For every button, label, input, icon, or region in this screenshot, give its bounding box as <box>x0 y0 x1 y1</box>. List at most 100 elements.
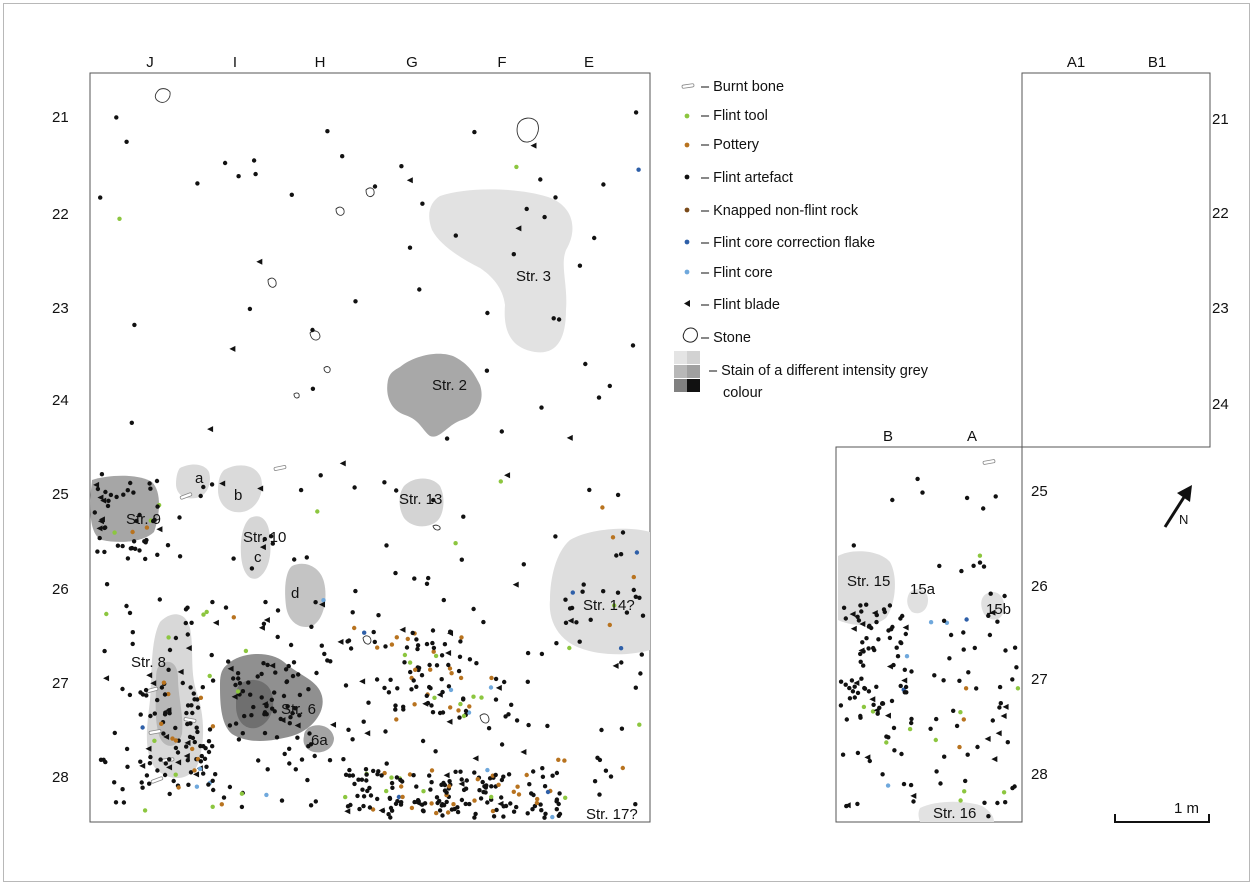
flint-artefact <box>190 735 196 741</box>
flint-artefact <box>866 646 871 651</box>
flint-artefact <box>540 766 545 771</box>
flint-artefact <box>447 779 452 784</box>
flint-artefact <box>261 661 266 666</box>
flint-artefact <box>92 510 98 515</box>
figure-frame <box>3 3 1250 882</box>
flint-artefact <box>485 800 490 805</box>
flint-tool <box>152 738 157 743</box>
flint-blade <box>97 494 104 501</box>
legend-label-cont: colour <box>723 385 763 401</box>
column-label-E: E <box>584 54 594 71</box>
flint-artefact <box>287 746 292 751</box>
flint-artefact <box>637 595 642 600</box>
flint-artefact <box>379 773 384 778</box>
flint-artefact <box>143 540 148 545</box>
flint-tool <box>315 509 320 514</box>
flint-artefact <box>121 800 127 805</box>
flint-blade <box>458 780 465 787</box>
flint-artefact <box>195 181 200 186</box>
flint-artefact <box>127 610 133 616</box>
flint-core-correction-flake <box>634 550 640 555</box>
flint-artefact <box>640 613 646 618</box>
flint-blade <box>406 177 413 184</box>
flint-artefact <box>233 721 239 726</box>
flint-artefact <box>424 693 429 698</box>
flint-artefact <box>894 645 899 650</box>
flint-artefact <box>439 677 444 682</box>
flint-artefact <box>259 695 264 700</box>
grid-rows-se: 25 26 27 28 <box>1031 483 1048 783</box>
flint-artefact <box>200 685 205 690</box>
flint-artefact <box>430 710 436 715</box>
flint-artefact <box>356 777 361 782</box>
flint-artefact <box>481 619 486 625</box>
flint-artefact <box>139 780 144 785</box>
flint-artefact <box>398 777 403 783</box>
flint-artefact <box>577 263 583 268</box>
flint-artefact <box>114 115 119 120</box>
flint-blade <box>319 601 326 608</box>
pottery <box>490 808 496 814</box>
flint-artefact <box>993 494 998 499</box>
flint-artefact <box>483 790 488 795</box>
stone <box>516 117 539 143</box>
legend-item-flint-blade: – Flint blade <box>684 297 780 313</box>
legend-label: – Burnt bone <box>701 79 784 95</box>
flint-artefact <box>246 680 251 685</box>
flint-artefact <box>287 761 292 766</box>
pottery <box>458 675 464 681</box>
flint-artefact <box>889 627 894 632</box>
flint-artefact <box>891 662 896 668</box>
flint-artefact <box>550 773 555 778</box>
flint-artefact <box>942 754 947 759</box>
flint-blade <box>495 684 502 691</box>
flint-blade <box>901 677 908 684</box>
flint-artefact <box>388 815 393 820</box>
flint-artefact <box>858 659 863 664</box>
label-c: c <box>254 549 262 566</box>
flint-tool <box>243 648 249 654</box>
flint-artefact <box>357 806 362 812</box>
flint-artefact <box>556 317 562 322</box>
flint-artefact <box>167 757 172 762</box>
grid-rows-main: 21 22 23 24 25 26 27 28 <box>52 109 69 786</box>
flint-tool <box>498 479 503 484</box>
flint-artefact <box>183 607 189 612</box>
flint-artefact <box>310 327 315 333</box>
flint-artefact <box>493 676 499 682</box>
flint-artefact <box>263 599 268 605</box>
flint-artefact <box>849 678 855 683</box>
flint-artefact <box>171 778 176 784</box>
flint-artefact <box>446 662 451 668</box>
flint-tool <box>471 694 476 699</box>
flint-artefact <box>880 701 886 706</box>
pottery <box>394 717 399 722</box>
flint-artefact <box>248 692 253 697</box>
flint-artefact <box>167 791 172 797</box>
flint-artefact <box>307 731 312 736</box>
pottery <box>631 574 636 580</box>
flint-artefact <box>206 739 212 744</box>
flint-artefact <box>424 641 430 647</box>
flint-artefact <box>539 405 544 410</box>
flint-tool <box>204 609 209 615</box>
flint-artefact <box>456 668 462 674</box>
flint-artefact <box>542 214 547 220</box>
flint-tool <box>637 722 642 727</box>
flint-core-correction-flake <box>570 590 575 595</box>
flint-blade <box>612 662 619 669</box>
flint-blade <box>422 700 429 707</box>
flint-blade <box>902 624 909 631</box>
flint-artefact <box>624 610 630 615</box>
row-label-24: 24 <box>52 392 69 409</box>
flint-artefact <box>855 614 860 619</box>
pottery <box>467 704 472 709</box>
pottery <box>449 671 454 676</box>
north-arrow-line <box>1163 493 1188 528</box>
flint-artefact <box>615 492 621 498</box>
pottery <box>511 789 516 794</box>
flint-artefact <box>166 667 171 672</box>
flint-artefact <box>148 713 153 719</box>
legend-label: – Pottery <box>701 137 760 153</box>
